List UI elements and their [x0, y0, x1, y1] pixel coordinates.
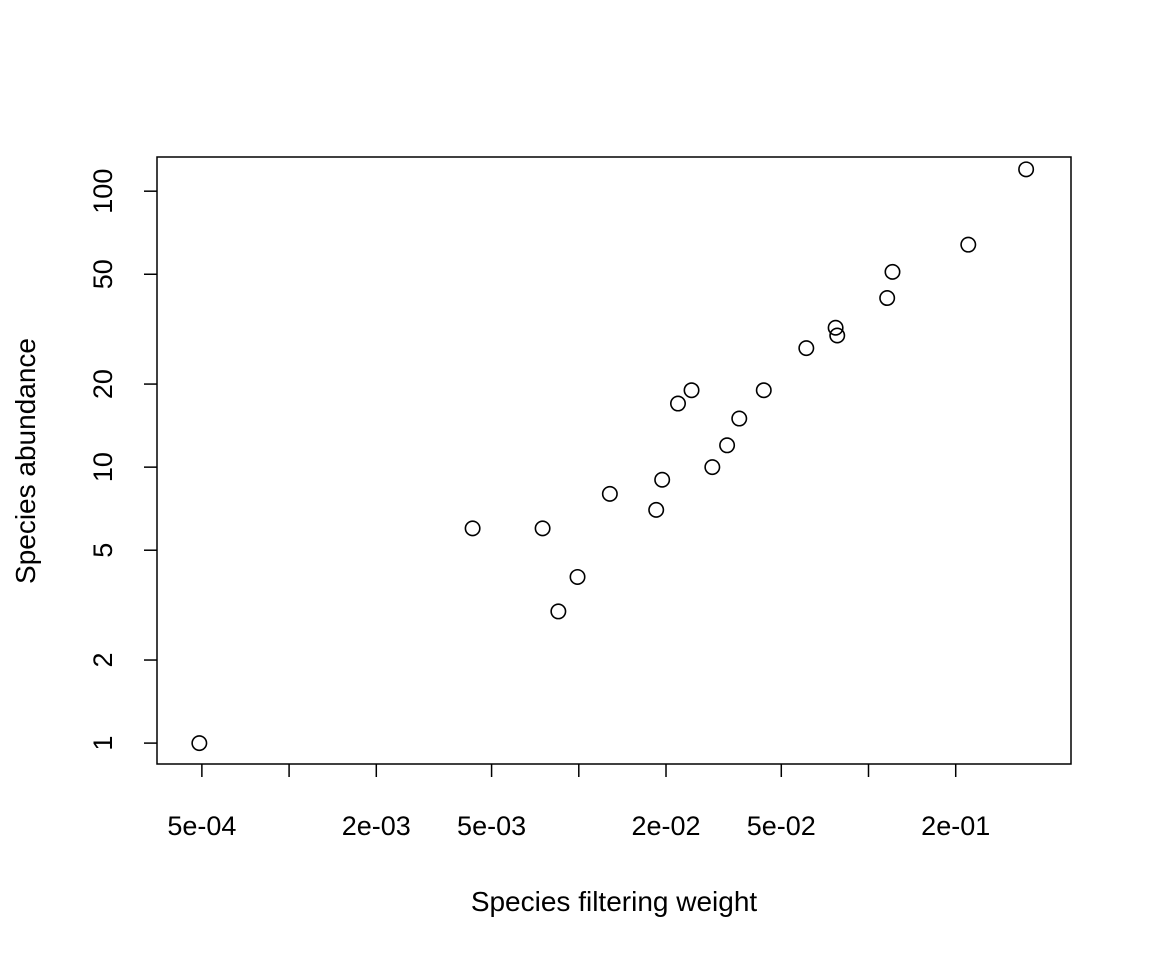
data-point-0	[191, 735, 208, 752]
data-point-9	[683, 382, 700, 399]
data-point-7	[654, 471, 671, 488]
data-point-17	[879, 290, 896, 307]
x-tick-label-5: 2e-02	[631, 811, 700, 841]
data-point-10	[704, 459, 721, 476]
x-tick-label-6: 5e-02	[747, 811, 816, 841]
data-point-13	[755, 382, 772, 399]
y-tick-label-2: 5	[88, 543, 118, 558]
y-tick-label-6: 100	[88, 169, 118, 214]
y-tick-label-4: 20	[88, 369, 118, 399]
y-tick-label-3: 10	[88, 452, 118, 482]
data-point-11	[719, 437, 736, 454]
y-tick-label-0: 1	[88, 736, 118, 751]
data-points	[191, 161, 1035, 752]
data-point-19	[960, 236, 977, 253]
data-point-5	[601, 485, 618, 502]
x-axis: 5e-04 2e-03 5e-03 2e-02 5e-02 2e-01	[167, 764, 990, 841]
x-tick-label-8: 2e-01	[921, 811, 990, 841]
x-tick-label-2: 2e-03	[342, 811, 411, 841]
y-tick-label-5: 50	[88, 259, 118, 289]
data-point-18	[884, 263, 901, 280]
x-axis-label: Species filtering weight	[471, 886, 758, 917]
y-axis: 1 2 5 10 20 50 100	[88, 169, 157, 751]
y-axis-label: Species abundance	[10, 338, 41, 584]
data-point-16	[829, 327, 846, 344]
data-point-1	[464, 520, 481, 537]
y-tick-label-1: 2	[88, 653, 118, 668]
data-point-20	[1018, 161, 1035, 178]
x-tick-label-0: 5e-04	[167, 811, 236, 841]
data-point-8	[669, 395, 686, 412]
x-tick-label-3: 5e-03	[457, 811, 526, 841]
data-point-12	[731, 410, 748, 427]
data-point-6	[648, 501, 665, 518]
plot-frame	[156, 156, 1072, 765]
data-point-14	[798, 340, 815, 357]
data-point-15	[827, 319, 844, 336]
data-point-3	[550, 603, 567, 620]
data-point-2	[534, 520, 551, 537]
data-point-4	[569, 568, 586, 585]
